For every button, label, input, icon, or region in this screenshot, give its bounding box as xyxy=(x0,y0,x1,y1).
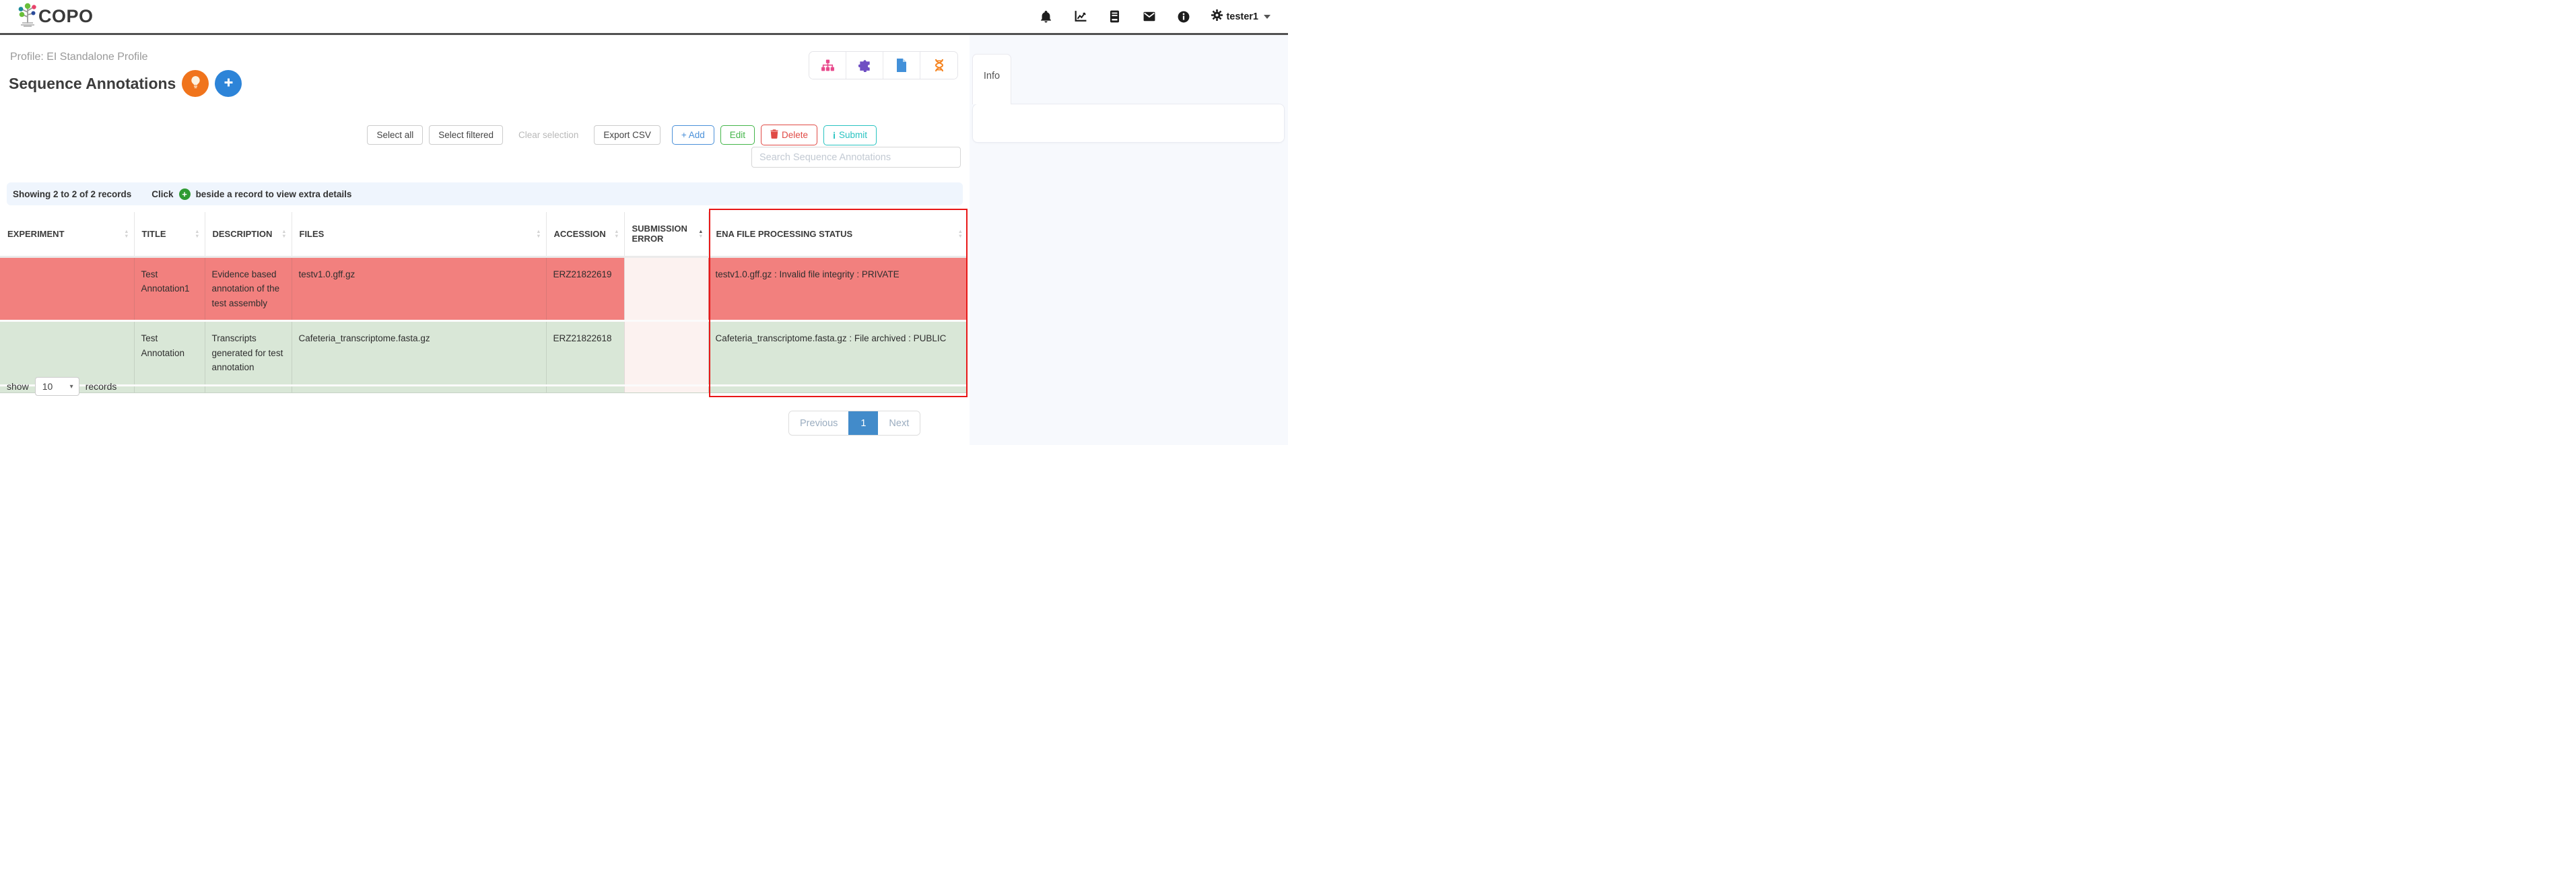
plus-icon xyxy=(223,77,234,90)
column-header-files[interactable]: FILES ▲ ▼ xyxy=(292,212,547,258)
line-chart-icon[interactable] xyxy=(1074,10,1087,23)
click-hint-suffix: beside a record to view extra details xyxy=(195,189,352,199)
top-navbar: COPO xyxy=(0,0,1288,35)
search-input[interactable] xyxy=(751,147,961,168)
cell-description: Evidence based annotation of the test as… xyxy=(205,255,292,321)
cell-files: Cafeteria_transcriptome.fasta.gz xyxy=(292,320,547,386)
submit-button[interactable]: i Submit xyxy=(823,125,877,145)
submit-label: Submit xyxy=(838,130,867,140)
cell-accession: ERZ21822619 xyxy=(546,255,625,321)
main-content: Profile: EI Standalone Profile Sequence … xyxy=(0,35,970,445)
mail-icon[interactable] xyxy=(1143,10,1155,23)
cell-experiment xyxy=(0,320,135,386)
copo-logo[interactable]: COPO xyxy=(18,3,94,30)
file-icon[interactable] xyxy=(883,52,920,79)
records-label: records xyxy=(85,381,117,392)
lightbulb-icon xyxy=(191,76,201,91)
column-header-description[interactable]: DESCRIPTION ▲ ▼ xyxy=(205,212,292,258)
annotations-table: EXPERIMENT ▲ ▼ TITLE ▲ ▼ DESCRIPTION ▲ ▼ xyxy=(0,212,968,394)
sort-icon: ▲ ▼ xyxy=(536,228,541,240)
select-filtered-button[interactable]: Select filtered xyxy=(429,125,504,145)
cell-title: Test Annotation1 xyxy=(134,255,205,321)
delete-label: Delete xyxy=(782,130,809,140)
showing-records-text: Showing 2 to 2 of 2 records xyxy=(13,189,132,199)
trash-icon xyxy=(770,129,778,141)
username: tester1 xyxy=(1226,11,1258,22)
info-circle-icon[interactable] xyxy=(1177,10,1190,23)
sort-icon: ▲ ▼ xyxy=(195,228,200,240)
current-page-button[interactable]: 1 xyxy=(848,411,879,435)
table-toolbar: Select all Select filtered Clear selecti… xyxy=(0,125,877,145)
sort-icon: ▲ ▼ xyxy=(281,228,287,240)
clear-selection-button[interactable]: Clear selection xyxy=(509,125,588,145)
pagination: Previous 1 Next xyxy=(788,411,921,436)
table-row[interactable]: Test Annotation Transcripts generated fo… xyxy=(0,320,968,386)
page-title: Sequence Annotations xyxy=(9,74,176,92)
table-header-row: EXPERIMENT ▲ ▼ TITLE ▲ ▼ DESCRIPTION ▲ ▼ xyxy=(0,212,968,258)
showing-records-bar: Showing 2 to 2 of 2 records Click + besi… xyxy=(7,182,963,205)
bell-icon[interactable] xyxy=(1040,10,1052,23)
delete-button[interactable]: Delete xyxy=(761,125,818,145)
cell-accession: ERZ21822618 xyxy=(546,320,625,386)
sort-icon-active: ▲ ▼ xyxy=(698,228,704,240)
copo-app: COPO xyxy=(0,0,1288,445)
cell-ena-status: Cafeteria_transcriptome.fasta.gz : File … xyxy=(708,320,968,386)
cell-submission-error xyxy=(624,255,709,321)
expand-plus-icon: + xyxy=(178,188,191,200)
column-header-submission-error[interactable]: SUBMISSION ERROR ▲ ▼ xyxy=(624,212,709,258)
chevron-down-icon: ▾ xyxy=(69,382,73,390)
previous-page-button[interactable]: Previous xyxy=(789,411,849,435)
sitemap-icon[interactable] xyxy=(809,52,846,79)
copo-logo-text: COPO xyxy=(38,6,94,26)
select-all-button[interactable]: Select all xyxy=(367,125,423,145)
cell-ena-status: testv1.0.gff.gz : Invalid file integrity… xyxy=(708,255,968,321)
cell-files: testv1.0.gff.gz xyxy=(292,255,547,321)
column-header-experiment[interactable]: EXPERIMENT ▲ ▼ xyxy=(0,212,135,258)
sort-icon: ▲ ▼ xyxy=(957,228,963,240)
cell-title: Test Annotation xyxy=(134,320,205,386)
copo-tree-icon xyxy=(18,3,38,30)
title-row: Sequence Annotations xyxy=(9,70,242,97)
user-menu[interactable]: tester1 xyxy=(1211,9,1270,24)
export-csv-button[interactable]: Export CSV xyxy=(594,125,660,145)
cell-submission-error xyxy=(624,320,709,386)
click-hint-prefix: Click xyxy=(151,189,174,199)
sort-icon: ▲ ▼ xyxy=(124,228,129,240)
tab-info[interactable]: Info xyxy=(972,54,1011,104)
gear-icon xyxy=(1211,9,1223,24)
column-header-ena-status[interactable]: ENA FILE PROCESSING STATUS ▲ ▼ xyxy=(708,212,968,258)
cell-description: Transcripts generated for test annotatio… xyxy=(205,320,292,386)
column-header-accession[interactable]: ACCESSION ▲ ▼ xyxy=(546,212,625,258)
profile-label: Profile: EI Standalone Profile xyxy=(10,51,148,63)
help-lightbulb-button[interactable] xyxy=(182,70,209,97)
cell-experiment xyxy=(0,255,135,321)
table-row[interactable]: Test Annotation1 Evidence based annotati… xyxy=(0,255,968,321)
navbar-icons: tester1 xyxy=(1040,9,1270,24)
edit-button[interactable]: Edit xyxy=(720,125,755,145)
show-label: show xyxy=(7,381,29,392)
journal-icon[interactable] xyxy=(1108,10,1121,23)
table-row-clipped xyxy=(0,384,968,394)
add-record-button[interactable] xyxy=(215,70,242,97)
page-size-control: show 10 ▾ records xyxy=(7,377,116,396)
record-type-icon-group xyxy=(809,51,958,79)
info-panel-content xyxy=(972,104,1285,143)
chevron-down-icon xyxy=(1264,14,1270,19)
add-button[interactable]: + Add xyxy=(671,125,714,145)
sort-icon: ▲ ▼ xyxy=(614,228,619,240)
dna-icon[interactable] xyxy=(920,52,957,79)
puzzle-piece-icon[interactable] xyxy=(846,52,883,79)
next-page-button[interactable]: Next xyxy=(878,411,920,435)
page-size-select[interactable]: 10 ▾ xyxy=(34,377,79,396)
submit-info-icon: i xyxy=(833,129,836,141)
info-side-panel: Info xyxy=(970,35,1288,445)
page-size-value: 10 xyxy=(42,381,53,392)
column-header-title[interactable]: TITLE ▲ ▼ xyxy=(134,212,205,258)
